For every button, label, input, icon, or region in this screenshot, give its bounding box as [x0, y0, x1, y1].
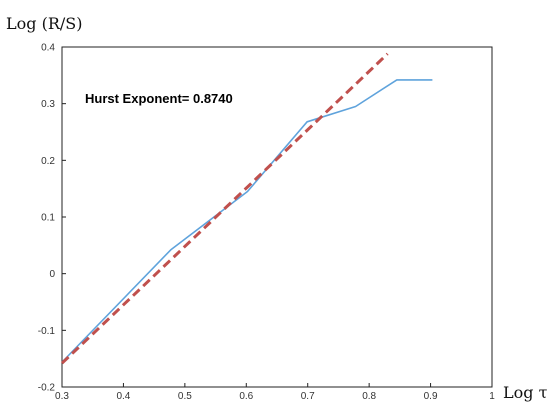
x-tick-label: 0.3 [55, 391, 69, 402]
x-tick-label: 0.6 [239, 391, 253, 402]
x-tick-label: 0.7 [301, 391, 315, 402]
x-tick-label: 0.8 [362, 391, 376, 402]
y-tick-label: 0.2 [41, 156, 55, 167]
x-tick-label: 1 [489, 391, 495, 402]
x-axis-ticks: 0.3 0.4 0.5 0.6 0.7 0.8 0.9 1 [55, 383, 495, 402]
y-tick-label: -0.2 [38, 383, 56, 394]
y-tick-label: 0.4 [41, 43, 55, 54]
y-axis-title: Log (R/S) [6, 14, 82, 33]
y-tick-label: 0.1 [41, 213, 55, 224]
y-tick-label: 0 [49, 269, 55, 280]
x-tick-label: 0.9 [424, 391, 438, 402]
y-tick-label: 0.3 [41, 99, 55, 110]
x-tick-label: 0.4 [116, 391, 130, 402]
x-axis-title: Log τ [503, 383, 548, 402]
y-tick-label: -0.1 [38, 326, 56, 337]
rs-data-line [63, 80, 433, 362]
x-tick-label: 0.5 [178, 391, 192, 402]
hurst-exponent-annotation: Hurst Exponent= 0.8740 [85, 91, 233, 106]
